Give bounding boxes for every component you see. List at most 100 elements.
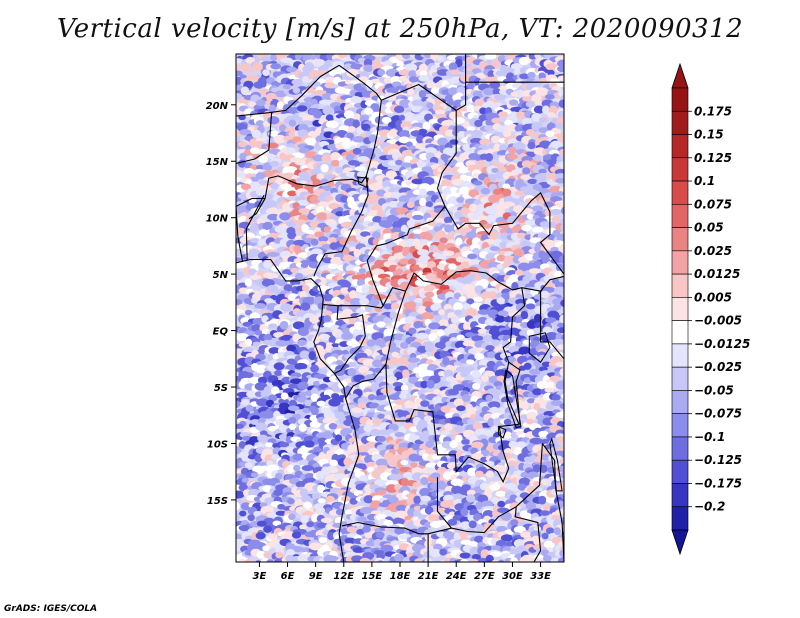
field-cell xyxy=(393,105,405,114)
field-cell xyxy=(300,376,309,383)
field-cell xyxy=(301,284,310,292)
field-cell xyxy=(450,69,460,75)
field-cell xyxy=(423,54,433,59)
x-axis: 3E 6E 9E 12E 15E 18E 21E 24E 27E 30E 33E xyxy=(253,562,551,582)
field-cell xyxy=(310,238,319,246)
field-cell xyxy=(560,457,564,465)
field-cell xyxy=(500,511,512,521)
colorbar-band xyxy=(671,204,689,228)
field-cell xyxy=(495,490,507,497)
field-cell xyxy=(424,291,435,298)
field-cell xyxy=(316,400,326,407)
field-cell xyxy=(267,213,280,221)
field-cell xyxy=(436,329,445,337)
field-cell xyxy=(466,494,476,503)
field-cell xyxy=(400,341,409,350)
field-cell xyxy=(443,216,454,224)
colorbar-label: −0.2 xyxy=(694,500,725,514)
field-cell xyxy=(244,278,253,287)
field-cell xyxy=(347,126,356,133)
field-cell xyxy=(364,532,373,539)
field-cell xyxy=(488,194,501,203)
field-cell xyxy=(351,407,364,414)
field-cell xyxy=(462,393,472,402)
field-cell xyxy=(406,201,415,208)
field-cell xyxy=(273,558,283,562)
field-cell xyxy=(462,321,472,331)
field-cell xyxy=(283,284,294,292)
field-cell xyxy=(491,559,500,562)
field-cell xyxy=(361,285,369,294)
field-cell xyxy=(499,241,508,248)
field-cell xyxy=(250,472,259,478)
field-cell xyxy=(384,60,393,67)
field-cell xyxy=(342,254,354,262)
field-cell xyxy=(262,389,271,395)
field-cell xyxy=(249,181,262,187)
field-cell xyxy=(348,240,357,246)
field-cell xyxy=(544,94,555,100)
field-cell xyxy=(495,292,504,299)
field-cell xyxy=(454,282,465,290)
field-cell xyxy=(400,121,413,130)
field-cell xyxy=(456,196,465,204)
field-cell xyxy=(358,475,368,482)
field-cell xyxy=(298,208,311,214)
field-cell xyxy=(286,66,298,73)
field-cell xyxy=(555,177,564,184)
field-cell xyxy=(309,315,320,324)
field-cell xyxy=(312,154,325,162)
field-cell xyxy=(460,95,469,101)
field-cell xyxy=(460,261,470,268)
field-cell xyxy=(527,141,536,150)
field-cell xyxy=(376,189,386,197)
field-cell xyxy=(402,369,410,379)
field-cell xyxy=(414,279,426,287)
field-cell xyxy=(268,347,280,355)
field-cell xyxy=(558,99,564,108)
field-cell xyxy=(449,440,459,449)
field-cell xyxy=(317,368,328,375)
field-cell xyxy=(549,185,562,191)
field-cell xyxy=(447,87,459,96)
field-cell xyxy=(322,106,334,115)
field-cell xyxy=(266,142,279,149)
field-cell xyxy=(436,254,447,261)
field-cell xyxy=(560,206,564,215)
field-cell xyxy=(492,113,500,119)
field-cell xyxy=(273,362,285,371)
field-cell xyxy=(554,286,564,294)
field-cell xyxy=(282,172,295,180)
field-cell xyxy=(454,309,463,316)
field-cell xyxy=(291,531,302,539)
field-cell xyxy=(266,284,279,293)
field-cell xyxy=(328,237,337,244)
field-cell xyxy=(503,130,512,138)
field-cell xyxy=(310,364,320,373)
field-cell xyxy=(460,507,469,517)
field-cell xyxy=(496,263,504,270)
field-cell xyxy=(488,76,501,83)
field-cell xyxy=(248,376,261,385)
field-cell xyxy=(404,63,418,72)
field-cell xyxy=(467,308,478,317)
field-cell xyxy=(315,506,325,514)
field-cell xyxy=(401,149,415,156)
field-cell xyxy=(346,68,359,78)
field-cell xyxy=(470,130,484,138)
field-cell xyxy=(256,164,265,170)
field-cell xyxy=(306,521,315,528)
field-cell xyxy=(376,321,386,328)
field-cell xyxy=(387,375,397,382)
field-cell xyxy=(479,107,487,115)
field-cell xyxy=(392,381,404,388)
field-cell xyxy=(425,273,437,280)
field-cell xyxy=(485,394,493,402)
field-cell xyxy=(489,81,501,89)
field-cell xyxy=(357,202,369,209)
field-cell xyxy=(388,394,401,400)
field-cell xyxy=(448,62,458,71)
field-cell xyxy=(255,364,268,374)
field-cell xyxy=(313,373,327,380)
field-cell xyxy=(383,317,392,324)
